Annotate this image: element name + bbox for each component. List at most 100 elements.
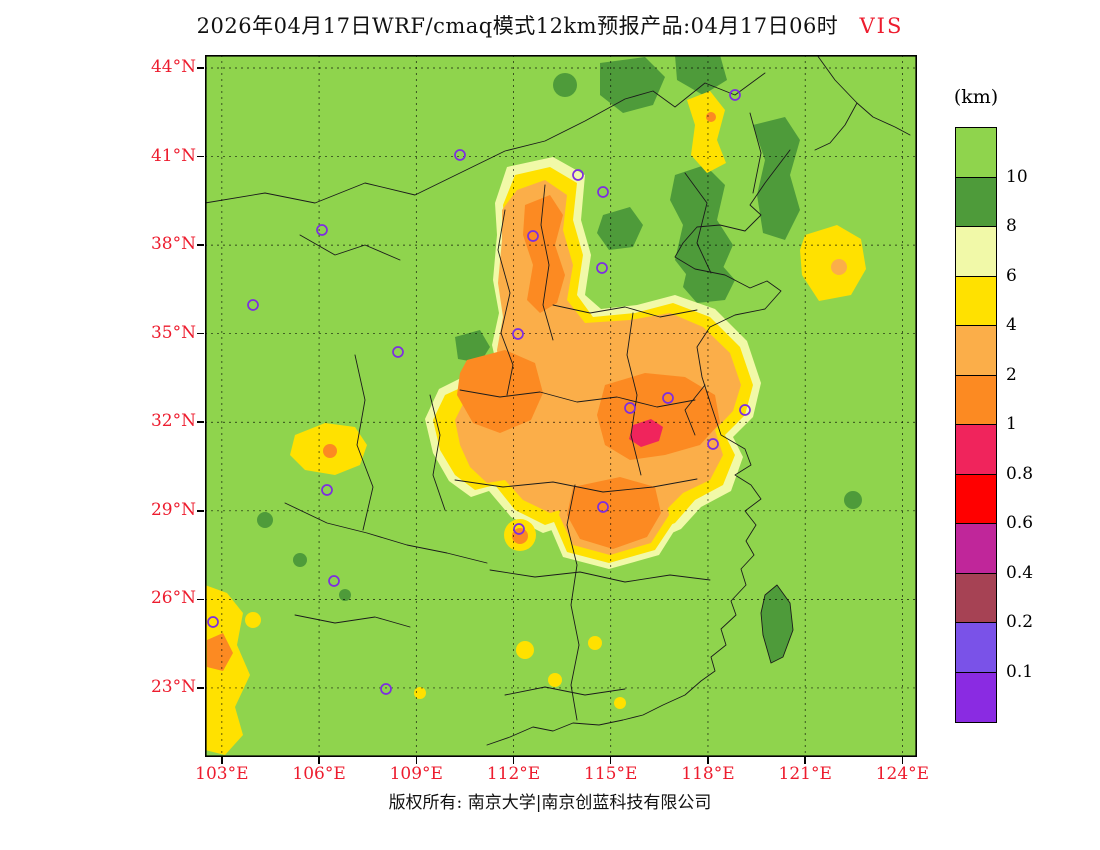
visibility-8-10km-regions-shape bbox=[553, 73, 577, 97]
page-title: 2026年04月17日WRF/cmaq模式12km预报产品:04月17日06时 … bbox=[0, 10, 1100, 40]
province-boundaries-shape bbox=[816, 55, 911, 136]
y-axis-label: 38°N bbox=[150, 234, 196, 255]
title-product-vis: VIS bbox=[859, 14, 904, 38]
x-axis-tick bbox=[318, 757, 320, 764]
visibility-8-10km-regions-shape bbox=[761, 585, 793, 663]
province-boundaries-shape bbox=[459, 389, 696, 408]
city-marker bbox=[454, 149, 466, 161]
visibility-4-6km-regions-shape bbox=[414, 687, 426, 699]
colorbar-segment-3 bbox=[956, 276, 996, 326]
city-marker bbox=[597, 186, 609, 198]
province-boundaries-shape bbox=[684, 384, 706, 436]
title-main: 2026年04月17日WRF/cmaq模式12km预报产品:04月17日06时 bbox=[196, 14, 839, 38]
x-axis-tick bbox=[512, 757, 515, 764]
city-marker bbox=[392, 346, 404, 358]
visibility-4-6km-regions-shape bbox=[588, 636, 602, 650]
province-boundaries-shape bbox=[684, 172, 712, 274]
province-boundaries-shape bbox=[814, 102, 858, 151]
city-marker bbox=[527, 230, 539, 242]
province-boundaries-shape bbox=[354, 354, 374, 531]
colorbar-segment-5 bbox=[956, 375, 996, 425]
province-boundaries-shape bbox=[497, 209, 514, 396]
map-frame bbox=[205, 55, 917, 757]
y-axis-tick bbox=[197, 332, 204, 335]
province-boundaries-shape bbox=[454, 478, 698, 493]
visibility-1-2km-regions-shape bbox=[207, 633, 233, 671]
city-marker bbox=[624, 402, 636, 414]
visibility-lowest-spot bbox=[629, 419, 663, 447]
city-marker bbox=[316, 224, 328, 236]
province-boundaries-shape bbox=[299, 234, 401, 261]
y-axis-tick bbox=[197, 510, 204, 512]
province-boundaries bbox=[205, 55, 911, 746]
city-marker bbox=[739, 404, 751, 416]
y-axis-label: 23°N bbox=[150, 676, 196, 697]
province-boundaries-shape bbox=[284, 502, 488, 564]
y-axis-label: 44°N bbox=[150, 56, 196, 77]
visibility-8-10km-regions-shape bbox=[257, 512, 273, 528]
x-axis-label: 121°E bbox=[778, 764, 832, 784]
visibility-4-6km-regions-shape bbox=[614, 697, 626, 709]
city-marker bbox=[572, 169, 584, 181]
x-axis-label: 115°E bbox=[584, 764, 638, 784]
grid-lines bbox=[205, 55, 917, 757]
province-boundaries-shape bbox=[566, 484, 580, 721]
visibility-8-10km-regions-shape bbox=[339, 589, 351, 601]
city-marker bbox=[729, 89, 741, 101]
colorbar-tick-label: 1 bbox=[1006, 414, 1017, 434]
visibility-8-10km-regions-shape bbox=[455, 330, 490, 363]
visibility-8-10km-regions-shape bbox=[293, 553, 307, 567]
visibility-8-10km-regions-shape bbox=[675, 55, 727, 95]
province-boundaries-shape bbox=[760, 584, 794, 664]
visibility-forecast-map bbox=[205, 55, 917, 757]
x-axis-label: 112°E bbox=[486, 764, 541, 784]
colorbar-tick-label: 0.8 bbox=[1006, 463, 1034, 484]
city-marker bbox=[321, 484, 333, 496]
colorbar-segment-1 bbox=[956, 177, 996, 227]
y-axis-label: 41°N bbox=[150, 145, 196, 166]
visibility-8-10km-regions-shape bbox=[753, 117, 800, 240]
colorbar-tick-label: 0.2 bbox=[1006, 612, 1034, 632]
y-axis-tick bbox=[197, 421, 204, 423]
x-axis-label: 109°E bbox=[389, 764, 443, 784]
colorbar-unit-label: (km) bbox=[953, 86, 999, 108]
colorbar-tick-label: 0.6 bbox=[1006, 513, 1034, 533]
visibility-4-6km-regions-shape bbox=[245, 612, 261, 628]
province-boundaries-shape bbox=[504, 686, 626, 696]
colorbar-tick-label: 8 bbox=[1006, 216, 1017, 236]
x-axis-tick bbox=[707, 757, 709, 764]
visibility-1-2km-regions-shape bbox=[597, 373, 720, 460]
visibility-1-2km-regions-shape bbox=[457, 350, 543, 433]
colorbar bbox=[955, 127, 997, 723]
city-marker bbox=[247, 299, 259, 311]
y-axis-label: 35°N bbox=[150, 322, 196, 343]
colorbar-segment-9 bbox=[956, 573, 996, 623]
colorbar-segment-10 bbox=[956, 623, 996, 673]
colorbar-segment-11 bbox=[956, 672, 996, 722]
province-boundaries-shape bbox=[749, 112, 762, 194]
visibility-8-10km-regions-shape bbox=[844, 491, 862, 509]
colorbar-tick-label: 6 bbox=[1006, 265, 1017, 286]
x-axis-label: 106°E bbox=[292, 764, 346, 784]
y-axis-label: 29°N bbox=[150, 499, 196, 520]
city-marker bbox=[662, 392, 674, 404]
colorbar-tick-label: 0.1 bbox=[1006, 661, 1034, 682]
visibility-1-2km-regions bbox=[207, 112, 720, 671]
visibility-4-6km-regions-shape bbox=[205, 585, 250, 755]
city-marker bbox=[380, 683, 392, 695]
visibility-1-2km-regions-shape bbox=[323, 444, 337, 458]
y-axis-label: 26°N bbox=[150, 588, 196, 609]
x-axis-tick bbox=[609, 757, 612, 764]
copyright-footer: 版权所有: 南京大学|南京创蓝科技有限公司 bbox=[388, 793, 712, 813]
x-axis-tick bbox=[415, 757, 418, 764]
city-marker bbox=[512, 328, 524, 340]
visibility-8-10km-regions-shape bbox=[597, 207, 643, 250]
colorbar-tick-label: 4 bbox=[1006, 315, 1017, 335]
province-boundaries-shape bbox=[429, 394, 446, 511]
y-axis-tick bbox=[197, 244, 204, 246]
city-marker bbox=[596, 262, 608, 274]
city-marker bbox=[707, 438, 719, 450]
province-boundaries-shape bbox=[486, 149, 791, 746]
visibility-8-10km-regions-shape bbox=[600, 57, 665, 113]
